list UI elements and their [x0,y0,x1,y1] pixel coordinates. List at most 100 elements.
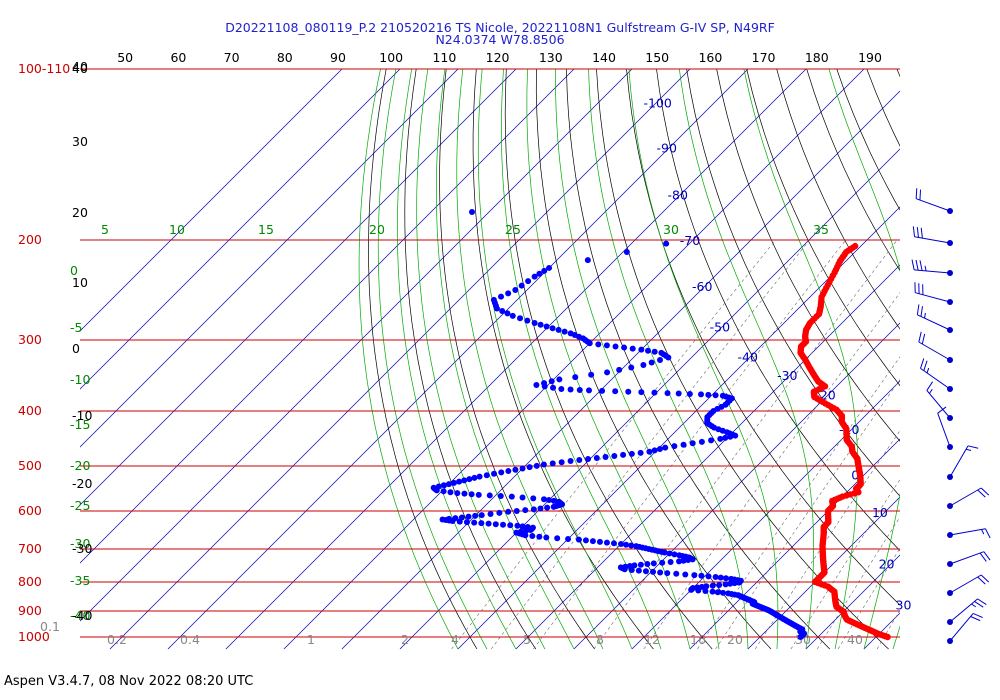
wind-barb-flag [983,551,991,561]
dewpoint-point [603,539,610,546]
pressure-label: 300 [18,332,42,347]
dry-adiabat-line [716,69,900,442]
dewpoint-point [623,249,630,256]
dewpoint-point [675,390,682,397]
mixing-ratio-label: 0.1 [40,619,60,634]
wind-barb [911,259,953,276]
pressure-label: 900 [18,603,42,618]
wind-barb-flag [920,227,923,239]
dewpoint-point [533,462,540,469]
dewpoint-point [612,388,619,395]
dry-adiabat-line [957,69,1000,649]
dewpoint-point [657,569,664,576]
moist-adiabat-line [358,69,459,650]
dewpoint-point [478,512,485,519]
wind-barb [926,381,953,421]
dewpoint-point [695,587,702,594]
moist-adiabat-label: 35 [813,222,829,237]
isotherm-line [341,90,900,650]
wind-barb-staff [949,574,982,594]
dry-adiabat-label: 40 [72,59,88,74]
dewpoint-point [468,491,475,498]
dewpoint-point [712,573,719,580]
dewpoint-point [545,497,552,504]
wind-barb-staff [949,613,974,642]
dewpoint-point [623,541,630,548]
wind-barb [947,445,979,480]
chart-title-line2: N24.0374 W78.8506 [435,32,564,47]
dewpoint-point [540,496,547,503]
wind-barb-flag [912,226,916,237]
dewpoint-point [631,562,638,569]
dewpoint-point [637,449,644,456]
dewpoint-point [650,568,657,575]
chart-title-line1: D20221108_080119_P.2 210520216 TS Nicole… [225,20,775,35]
isotherm-label: -90 [657,140,677,155]
dewpoint-point [705,391,712,398]
dewpoint-point [708,437,715,444]
wind-barb-staff [949,528,986,536]
dewpoint-point [612,343,619,350]
dewpoint-point [456,478,463,485]
dewpoint-point [640,362,647,369]
wind-barb-half-flag [981,529,985,535]
theta-label: 80 [277,50,293,65]
dewpoint-point [522,507,529,514]
mixing-ratio-line [697,356,900,650]
dewpoint-point [512,466,519,473]
dewpoint-point [505,508,512,515]
dewpoint-point [447,489,454,496]
dewpoint-point [798,633,805,640]
dewpoint-point [663,352,670,359]
moist-adiabat-lines [358,69,900,650]
dewpoint-point [610,540,617,547]
isotherm-line [80,69,517,506]
dry-adiabat-line [404,69,537,650]
theta-label: 110 [432,50,456,65]
dewpoint-point [541,267,548,274]
dewpoint-point [476,473,483,480]
dewpoint-point [475,491,482,498]
dry-adiabat-line [596,69,889,650]
dewpoint-point [628,450,635,457]
footer-version: Aspen V3.4.7, 08 Nov 2022 08:20 UTC [4,674,254,689]
dewpoint-point [651,447,658,454]
dry-adiabat-line [776,69,900,330]
moist-adiabat-label: -20 [70,458,90,473]
dewpoint-point [585,387,592,394]
dewpoint-point [629,345,636,352]
wind-barb [947,528,991,539]
dewpoint-point [537,505,544,512]
dewpoint-point [589,538,596,545]
dry-adiabat-line [987,69,1000,649]
isotherm-label: -100 [644,95,672,110]
pressure-label: 1000 [18,629,50,644]
theta-label: 100 [379,50,403,65]
dry-adiabat-line [439,69,595,650]
isobar-lines [80,68,900,638]
dewpoint-point [575,536,582,543]
wind-barb [947,487,990,509]
wind-barb-staff [949,551,984,565]
wind-barb-half-flag [926,367,930,374]
mixing-ratio-label: 1 [307,632,315,647]
moist-adiabat-line [555,69,720,650]
dewpoint-point [531,319,538,326]
wind-barb [914,282,953,305]
dewpoint-point [611,452,618,459]
isotherm-label: -40 [738,349,758,364]
dewpoint-point [659,559,666,566]
dewpoint-point [576,386,583,393]
dewpoint-point [596,538,603,545]
wind-barb-flag [920,358,925,369]
isotherm-lines [80,69,900,650]
dewpoint-point [537,321,544,328]
pressure-label: 700 [18,541,42,556]
dewpoint-point [645,347,652,354]
wind-barb-flag [916,227,919,238]
mixing-ratio-label: 5 [523,632,531,647]
mixing-ratio-label: 16 [690,632,706,647]
moist-adiabat-label: -25 [70,498,90,513]
theta-label: 130 [539,50,563,65]
